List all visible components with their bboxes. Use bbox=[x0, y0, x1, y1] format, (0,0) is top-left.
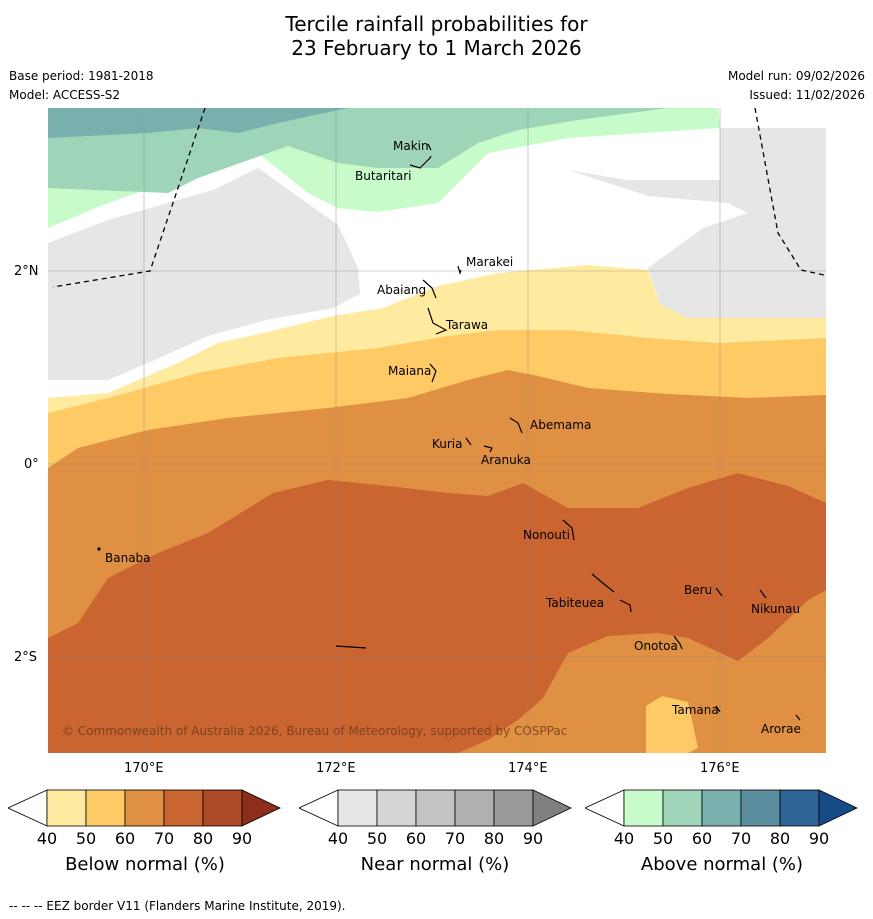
cbar-seg bbox=[532, 789, 572, 827]
cbar-seg bbox=[124, 789, 165, 827]
eez-border bbox=[52, 108, 825, 288]
lat-label: 2°N bbox=[14, 264, 39, 279]
cbar-seg bbox=[584, 789, 625, 827]
lat-label: 0° bbox=[24, 457, 39, 472]
issued-date: Issued: 11/02/2026 bbox=[749, 88, 865, 102]
near-normal-region-east bbox=[568, 128, 826, 318]
above-normal-band-60 bbox=[48, 108, 668, 193]
cbar-title: Above normal (%) bbox=[640, 854, 804, 875]
cbar-tick: 80 bbox=[483, 829, 505, 848]
colorbar-above-swatches bbox=[584, 789, 858, 827]
cbar-seg bbox=[46, 789, 87, 827]
lat-label: 2°S bbox=[14, 650, 38, 665]
cbar-seg bbox=[623, 789, 664, 827]
below-normal-patch-tamana bbox=[646, 696, 698, 753]
cbar-tick: 40 bbox=[613, 829, 635, 848]
cbar-tick: 60 bbox=[691, 829, 713, 848]
island-outlines bbox=[335, 143, 801, 721]
cbar-tick: 50 bbox=[652, 829, 674, 848]
cbar-tick: 90 bbox=[808, 829, 830, 848]
graticule bbox=[48, 108, 826, 753]
colorbar-below-swatches bbox=[7, 789, 281, 827]
cbar-tick: 50 bbox=[75, 829, 97, 848]
cbar-tick: 60 bbox=[405, 829, 427, 848]
cbar-tick: 60 bbox=[114, 829, 136, 848]
above-normal-band-70 bbox=[48, 108, 348, 138]
below-normal-band-70 bbox=[48, 473, 826, 753]
cbar-seg bbox=[163, 789, 204, 827]
banaba-island bbox=[97, 547, 101, 551]
cbar-seg bbox=[454, 789, 495, 827]
place-label: Maiana bbox=[388, 364, 431, 378]
probability-map: Makin Butaritari Marakei Abaiang Tarawa … bbox=[48, 108, 826, 753]
lon-label: 174°E bbox=[508, 761, 548, 776]
place-label: Butaritari bbox=[355, 169, 412, 183]
cbar-tick: 70 bbox=[730, 829, 752, 848]
cbar-tick: 80 bbox=[192, 829, 214, 848]
copyright-notice: © Commonwealth of Australia 2026, Bureau… bbox=[62, 724, 567, 738]
colorbar-below-normal: 40 50 60 70 80 90 Below normal (%) bbox=[7, 788, 283, 875]
cbar-tick: 40 bbox=[327, 829, 349, 848]
cbar-tick: 40 bbox=[36, 829, 58, 848]
colorbar-near-swatches bbox=[298, 789, 572, 827]
lon-label: 172°E bbox=[316, 761, 356, 776]
place-label: Onotoa bbox=[634, 639, 678, 653]
cbar-seg bbox=[818, 789, 858, 827]
place-label: Banaba bbox=[105, 551, 151, 565]
cbar-seg bbox=[740, 789, 781, 827]
model-run: Model run: 09/02/2026 bbox=[727, 69, 865, 83]
place-label: Arorae bbox=[761, 722, 801, 736]
colorbar-above-normal: 40 50 60 70 80 90 Above normal (%) bbox=[584, 788, 860, 875]
place-label: Kuria bbox=[432, 437, 463, 451]
cbar-seg bbox=[662, 789, 703, 827]
lon-label: 176°E bbox=[700, 761, 740, 776]
cbar-tick: 90 bbox=[231, 829, 253, 848]
title-line-2: 23 February to 1 March 2026 bbox=[291, 36, 582, 60]
cbar-tick: 80 bbox=[769, 829, 791, 848]
place-label: Tamana bbox=[671, 703, 719, 717]
near-normal-region-west bbox=[48, 168, 360, 380]
cbar-seg bbox=[7, 789, 48, 827]
cbar-seg bbox=[493, 789, 534, 827]
cbar-seg bbox=[202, 789, 243, 827]
place-label: Aranuka bbox=[481, 453, 531, 467]
place-label: Tarawa bbox=[445, 318, 488, 332]
cbar-seg bbox=[701, 789, 742, 827]
cbar-seg bbox=[85, 789, 126, 827]
cbar-seg bbox=[779, 789, 820, 827]
lon-label: 170°E bbox=[124, 761, 164, 776]
place-label: Abemama bbox=[530, 418, 591, 432]
cbar-seg bbox=[337, 789, 378, 827]
place-labels: Makin Butaritari Marakei Abaiang Tarawa … bbox=[105, 139, 801, 736]
cbar-tick: 90 bbox=[522, 829, 544, 848]
cbar-tick: 70 bbox=[153, 829, 175, 848]
cbar-seg bbox=[376, 789, 417, 827]
cbar-seg bbox=[298, 789, 339, 827]
place-label: Nikunau bbox=[751, 602, 800, 616]
model-name: Model: ACCESS-S2 bbox=[9, 88, 121, 102]
map-title: Tercile rainfall probabilities for 23 Fe… bbox=[0, 12, 873, 60]
place-label: Tabiteuea bbox=[545, 596, 604, 610]
title-line-1: Tercile rainfall probabilities for bbox=[285, 12, 588, 36]
place-label: Makin bbox=[393, 139, 429, 153]
cbar-tick: 70 bbox=[444, 829, 466, 848]
cbar-tick: 50 bbox=[366, 829, 388, 848]
eez-footnote: -- -- -- EEZ border V11 (Flanders Marine… bbox=[9, 899, 346, 913]
base-period: Base period: 1981-2018 bbox=[9, 69, 154, 83]
cbar-title: Below normal (%) bbox=[65, 854, 225, 875]
cbar-title: Near normal (%) bbox=[360, 854, 510, 875]
cbar-seg bbox=[415, 789, 456, 827]
colorbar-near-normal: 40 50 60 70 80 90 Near normal (%) bbox=[298, 788, 574, 875]
place-label: Beru bbox=[684, 583, 712, 597]
cbar-seg bbox=[241, 789, 281, 827]
place-label: Abaiang bbox=[377, 283, 426, 297]
place-label: Nonouti bbox=[523, 528, 570, 542]
place-label: Marakei bbox=[466, 255, 513, 269]
